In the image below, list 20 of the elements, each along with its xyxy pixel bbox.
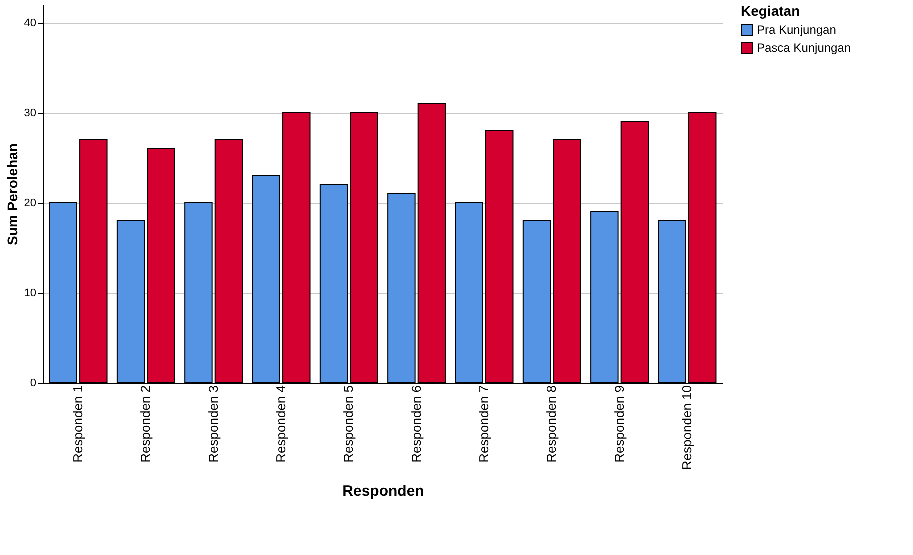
- x-tick-label: Responden 10: [679, 386, 694, 470]
- y-tick-label: 10: [24, 288, 36, 300]
- y-tick-label: 0: [30, 378, 36, 390]
- y-tick-label: 20: [24, 198, 36, 210]
- x-tick-label: Responden 7: [476, 386, 492, 463]
- legend-label: Pasca Kunjungan: [757, 41, 852, 55]
- y-axis-title: Sum Perolehan: [4, 144, 20, 246]
- x-tick-label: Responden 6: [408, 386, 424, 463]
- y-tick-label: 30: [24, 108, 36, 120]
- x-tick-label: Responden 9: [612, 386, 627, 463]
- legend-label: Pra Kunjungan: [757, 23, 836, 37]
- x-tick-label: Responden 8: [544, 386, 560, 463]
- x-tick-label: Responden 3: [206, 386, 221, 463]
- x-tick-label: Responden 5: [341, 386, 356, 463]
- x-tick-label: Responden 1: [70, 386, 86, 463]
- x-axis-title: Responden: [342, 483, 424, 500]
- x-tick-label: Responden 2: [138, 386, 154, 463]
- legend-title: Kegiatan: [741, 3, 800, 19]
- y-tick-label: 40: [24, 18, 36, 30]
- x-tick-label: Responden 4: [274, 386, 289, 463]
